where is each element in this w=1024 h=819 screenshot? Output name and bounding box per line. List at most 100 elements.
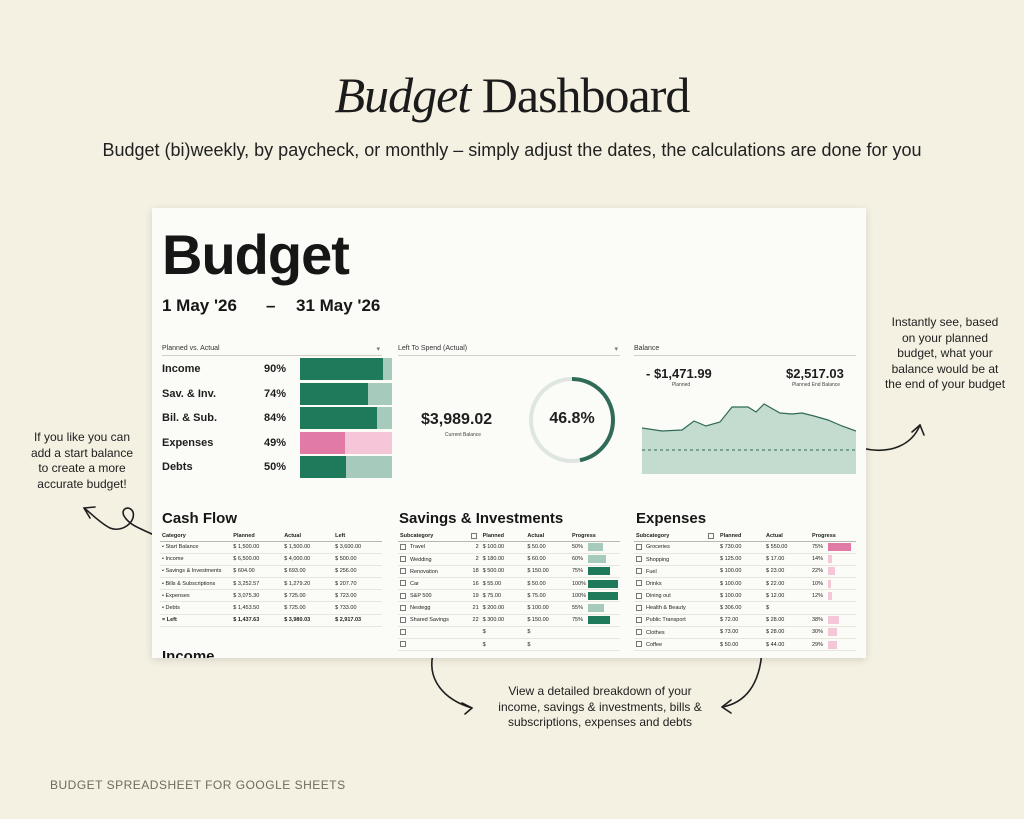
currency-symbol: $ [335, 544, 340, 551]
row-checkbox[interactable] [636, 556, 642, 563]
table-row: Nestegg 21 $ 200.00 $ 100.00 55% [398, 601, 620, 615]
row-checkbox[interactable] [636, 568, 642, 575]
category-name: Bills & Subscriptions [165, 580, 216, 587]
planned-cell: $ 500.00 [480, 565, 526, 579]
row-checkbox[interactable] [400, 604, 406, 611]
actual-value: 60.00 [531, 556, 546, 563]
balance-area [642, 404, 856, 474]
currency-symbol: $ [720, 605, 725, 612]
subcategory-name: Clothes [646, 629, 665, 636]
pva-percent: 50% [264, 461, 287, 473]
row-checkbox[interactable] [400, 592, 406, 599]
row-checkbox[interactable] [400, 543, 406, 550]
row-checkbox[interactable] [636, 543, 642, 550]
row-checkbox[interactable] [636, 580, 642, 587]
table-row: Travel 2 $ 100.00 $ 50.00 50% [398, 541, 620, 554]
chevron-down-icon[interactable]: ▾ [376, 346, 380, 353]
row-checkbox[interactable] [400, 616, 406, 623]
row-checkbox[interactable] [636, 616, 642, 623]
planned-cell: $ 300.00 [480, 614, 526, 627]
actual-value: 725.00 [288, 605, 306, 612]
progress-cell: 100% [569, 577, 620, 591]
pva-bar-fill [300, 358, 383, 380]
progress-percent: 10% [812, 580, 824, 587]
hero-title-rest: Dashboard [481, 67, 691, 123]
planned-value: 3,252.57 [237, 580, 260, 587]
end-balance-caption: Planned End Balance [791, 382, 841, 388]
row-checkbox[interactable] [636, 629, 642, 636]
savings-table: Subcategory Planned Actual Progress Trav… [398, 531, 620, 652]
day-cell: 16 [468, 577, 481, 591]
pva-bar-fill [300, 456, 346, 478]
actual-value: 150.00 [531, 568, 549, 575]
cashflow-table: Category Planned Actual Left • Start Bal… [160, 531, 382, 627]
col-header: Planned [718, 531, 764, 542]
currency-symbol: $ [766, 605, 770, 612]
row-checkbox[interactable] [636, 604, 642, 611]
planned-value: 1,437.63 [237, 617, 260, 624]
currency-symbol: $ [766, 617, 771, 624]
savings-title: Savings & Investments [399, 510, 564, 527]
row-checkbox[interactable] [400, 556, 406, 563]
subcategory-name: Nestegg [410, 605, 431, 612]
pva-heading-label: Planned vs. Actual [162, 345, 220, 352]
progress-bar [828, 591, 832, 600]
row-checkbox[interactable] [400, 568, 406, 575]
actual-cell: $ 725.00 [282, 589, 334, 603]
col-header: Planned [231, 531, 283, 542]
left-cell: $ 256.00 [333, 565, 382, 579]
hero-subtitle: Budget (bi)weekly, by paycheck, or month… [102, 140, 922, 160]
lts-heading-label: Left To Spend (Actual) [398, 345, 468, 352]
pva-bar-track [300, 358, 392, 380]
actual-cell: $ 28.00 [764, 614, 810, 627]
current-balance-caption: Current Balance [444, 432, 482, 438]
actual-cell: $ 44.00 [764, 638, 810, 652]
date-start[interactable]: 1 May '26 [162, 296, 237, 315]
progress-wrap: 29% [812, 640, 854, 649]
progress-bar [587, 604, 605, 613]
currency-symbol: $ [335, 556, 340, 563]
progress-wrap: 10% [812, 579, 854, 588]
subcategory-name: Health & Beauty [646, 605, 686, 612]
row-checkbox[interactable] [400, 641, 406, 648]
day-cell: 2 [468, 541, 481, 554]
left-value: 733.00 [339, 605, 357, 612]
progress-percent: 55% [571, 605, 583, 612]
actual-value: 550.00 [770, 544, 788, 551]
subcategory-name: Dining out [646, 593, 671, 600]
table-row-empty: $ $ [398, 638, 620, 652]
progress-bar [828, 579, 831, 588]
table-row: Public Transport $ 72.00 $ 28.00 38% [634, 614, 856, 627]
progress-wrap [812, 604, 854, 612]
actual-value: 150.00 [531, 617, 549, 624]
pva-bar-track [300, 407, 392, 429]
table-row: • Bills & Subscriptions $ 3,252.57 $ 1,279… [160, 577, 382, 591]
planned-cell: $ 100.00 [718, 577, 764, 591]
subcategory-cell: Wedding [398, 553, 469, 566]
row-checkbox[interactable] [636, 641, 642, 648]
col-header: Subcategory [634, 531, 706, 542]
row-checkbox[interactable] [636, 592, 642, 599]
col-header: Progress [810, 531, 856, 542]
chevron-down-icon[interactable]: ▾ [614, 346, 618, 353]
arrow-bottom-left [431, 649, 473, 709]
actual-value: 22.00 [770, 580, 785, 587]
row-checkbox[interactable] [400, 580, 406, 587]
date-end[interactable]: 31 May '26 [296, 296, 381, 315]
pva-row: Bil. & Sub. 84% [162, 407, 392, 429]
left-cell: $ 723.00 [333, 589, 382, 603]
currency-symbol: $ [482, 617, 488, 624]
table-row: Dining out $ 100.00 $ 12.00 12% [634, 589, 856, 603]
progress-bar [828, 567, 835, 576]
pva-row: Debts 50% [162, 456, 392, 478]
row-checkbox[interactable] [400, 629, 406, 636]
footer-note: BUDGET SPREADSHEET FOR GOOGLE SHEETS [50, 778, 346, 792]
hero-title: Budget Dashboard [0, 66, 1024, 124]
subcategory-cell: S&P 500 [398, 589, 469, 603]
budget-sheet: Budget 1 May '26 – 31 May '26 Planned vs… [152, 208, 866, 658]
progress-percent: 75% [812, 544, 824, 551]
progress-bar [828, 640, 837, 649]
progress-cell: 14% [810, 553, 856, 566]
progress-bar [587, 555, 606, 564]
subcategory-name: Shared Savings [410, 617, 449, 624]
